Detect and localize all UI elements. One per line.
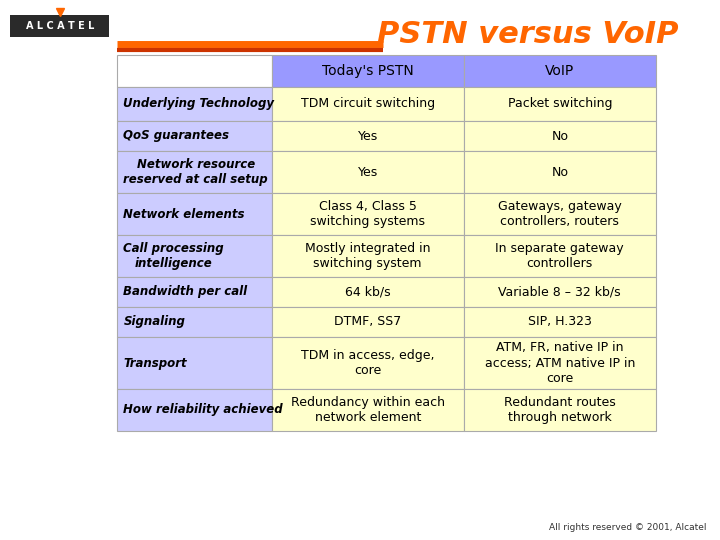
FancyBboxPatch shape (464, 389, 656, 431)
Text: SIP, H.323: SIP, H.323 (528, 315, 592, 328)
Text: Packet switching: Packet switching (508, 98, 612, 111)
FancyBboxPatch shape (464, 55, 656, 87)
Text: VoIP: VoIP (545, 64, 575, 78)
Text: PSTN versus VoIP: PSTN versus VoIP (377, 20, 678, 49)
Text: ATM, FR, native IP in
access; ATM native IP in
core: ATM, FR, native IP in access; ATM native… (485, 341, 635, 384)
Text: In separate gateway
controllers: In separate gateway controllers (495, 242, 624, 270)
Text: Yes: Yes (358, 130, 378, 143)
FancyBboxPatch shape (271, 87, 464, 121)
FancyBboxPatch shape (271, 151, 464, 193)
FancyBboxPatch shape (271, 121, 464, 151)
FancyBboxPatch shape (271, 55, 464, 87)
FancyBboxPatch shape (464, 235, 656, 277)
FancyBboxPatch shape (464, 307, 656, 337)
Text: Variable 8 – 32 kb/s: Variable 8 – 32 kb/s (498, 286, 621, 299)
FancyBboxPatch shape (271, 389, 464, 431)
FancyBboxPatch shape (117, 55, 271, 87)
Text: Gateways, gateway
controllers, routers: Gateways, gateway controllers, routers (498, 200, 621, 228)
Text: Underlying Technology: Underlying Technology (123, 98, 274, 111)
Text: How reliability achieved: How reliability achieved (123, 403, 283, 416)
FancyBboxPatch shape (464, 193, 656, 235)
Text: Yes: Yes (358, 165, 378, 179)
Text: No: No (552, 130, 568, 143)
FancyBboxPatch shape (117, 87, 271, 121)
Text: Network elements: Network elements (123, 207, 245, 220)
Text: Mostly integrated in
switching system: Mostly integrated in switching system (305, 242, 431, 270)
Text: No: No (552, 165, 568, 179)
Text: Signaling: Signaling (123, 315, 185, 328)
FancyBboxPatch shape (464, 337, 656, 389)
FancyBboxPatch shape (464, 151, 656, 193)
FancyBboxPatch shape (117, 235, 271, 277)
FancyBboxPatch shape (271, 277, 464, 307)
Text: DTMF, SS7: DTMF, SS7 (334, 315, 401, 328)
FancyBboxPatch shape (464, 277, 656, 307)
Text: Today's PSTN: Today's PSTN (322, 64, 413, 78)
FancyBboxPatch shape (117, 277, 271, 307)
Text: TDM in access, edge,
core: TDM in access, edge, core (301, 349, 434, 377)
Text: Class 4, Class 5
switching systems: Class 4, Class 5 switching systems (310, 200, 426, 228)
FancyBboxPatch shape (117, 193, 271, 235)
Text: 64 kb/s: 64 kb/s (345, 286, 390, 299)
FancyBboxPatch shape (117, 337, 271, 389)
FancyBboxPatch shape (117, 121, 271, 151)
Text: Call processing
intelligence: Call processing intelligence (123, 242, 224, 270)
Text: Redundant routes
through network: Redundant routes through network (504, 396, 616, 424)
FancyBboxPatch shape (117, 307, 271, 337)
Text: Transport: Transport (123, 356, 187, 369)
Text: All rights reserved © 2001, Alcatel: All rights reserved © 2001, Alcatel (549, 523, 706, 532)
FancyBboxPatch shape (10, 15, 109, 37)
Text: TDM circuit switching: TDM circuit switching (301, 98, 435, 111)
FancyBboxPatch shape (117, 389, 271, 431)
FancyBboxPatch shape (271, 307, 464, 337)
FancyBboxPatch shape (464, 87, 656, 121)
FancyBboxPatch shape (271, 337, 464, 389)
FancyBboxPatch shape (271, 193, 464, 235)
Text: Network resource
reserved at call setup: Network resource reserved at call setup (123, 158, 268, 186)
Text: A L C A T E L: A L C A T E L (25, 21, 94, 31)
Text: Bandwidth per call: Bandwidth per call (123, 286, 248, 299)
FancyBboxPatch shape (271, 235, 464, 277)
Text: Redundancy within each
network element: Redundancy within each network element (291, 396, 445, 424)
Text: QoS guarantees: QoS guarantees (123, 130, 230, 143)
FancyBboxPatch shape (464, 121, 656, 151)
FancyBboxPatch shape (117, 151, 271, 193)
